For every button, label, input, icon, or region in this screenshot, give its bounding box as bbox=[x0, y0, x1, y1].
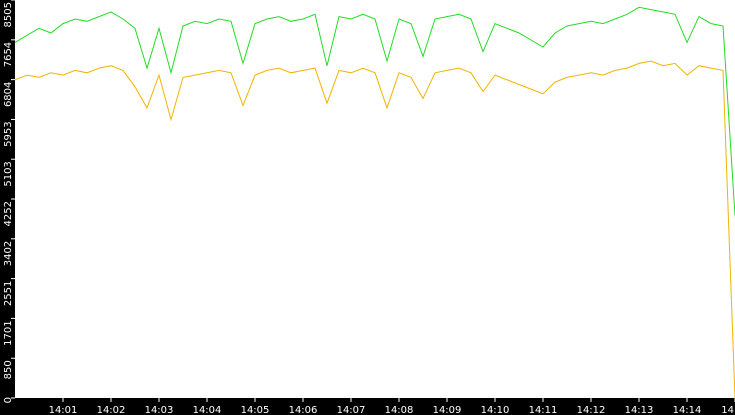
x-tick-label: 14:07 bbox=[337, 405, 366, 415]
y-tick-label: 7654 bbox=[3, 42, 14, 67]
y-tick-label: 850 bbox=[3, 360, 14, 379]
x-tick-label: 14:02 bbox=[97, 405, 126, 415]
x-axis-strip bbox=[0, 398, 735, 415]
y-tick-label: 4252 bbox=[3, 201, 14, 226]
y-tick-label: 2551 bbox=[3, 281, 14, 306]
x-tick-label: 14:01 bbox=[49, 405, 78, 415]
x-tick-label: 14 bbox=[721, 405, 734, 415]
x-tick-label: 14:06 bbox=[289, 405, 318, 415]
x-tick-label: 14:10 bbox=[481, 405, 510, 415]
x-tick-label: 14:05 bbox=[241, 405, 270, 415]
y-tick-label: 8505 bbox=[3, 2, 14, 27]
x-tick-label: 14:13 bbox=[625, 405, 654, 415]
series-line bbox=[14, 60, 735, 399]
x-tick-label: 14:04 bbox=[193, 405, 222, 415]
y-tick-label: 0 bbox=[3, 397, 14, 403]
y-tick-label: 5103 bbox=[3, 161, 14, 186]
y-tick-label: 5953 bbox=[3, 121, 14, 146]
x-tick-label: 14:09 bbox=[433, 405, 462, 415]
y-tick-label: 3402 bbox=[3, 241, 14, 266]
x-tick-label: 14:14 bbox=[673, 405, 702, 415]
y-axis-strip bbox=[0, 0, 15, 415]
x-tick-label: 14:12 bbox=[577, 405, 606, 415]
series-line bbox=[14, 6, 735, 216]
x-tick-label: 14:03 bbox=[145, 405, 174, 415]
x-tick-label: 14:11 bbox=[529, 405, 558, 415]
y-tick-label: 1701 bbox=[3, 320, 14, 345]
x-tick-label: 14:08 bbox=[385, 405, 414, 415]
y-tick-label: 6804 bbox=[3, 82, 14, 107]
